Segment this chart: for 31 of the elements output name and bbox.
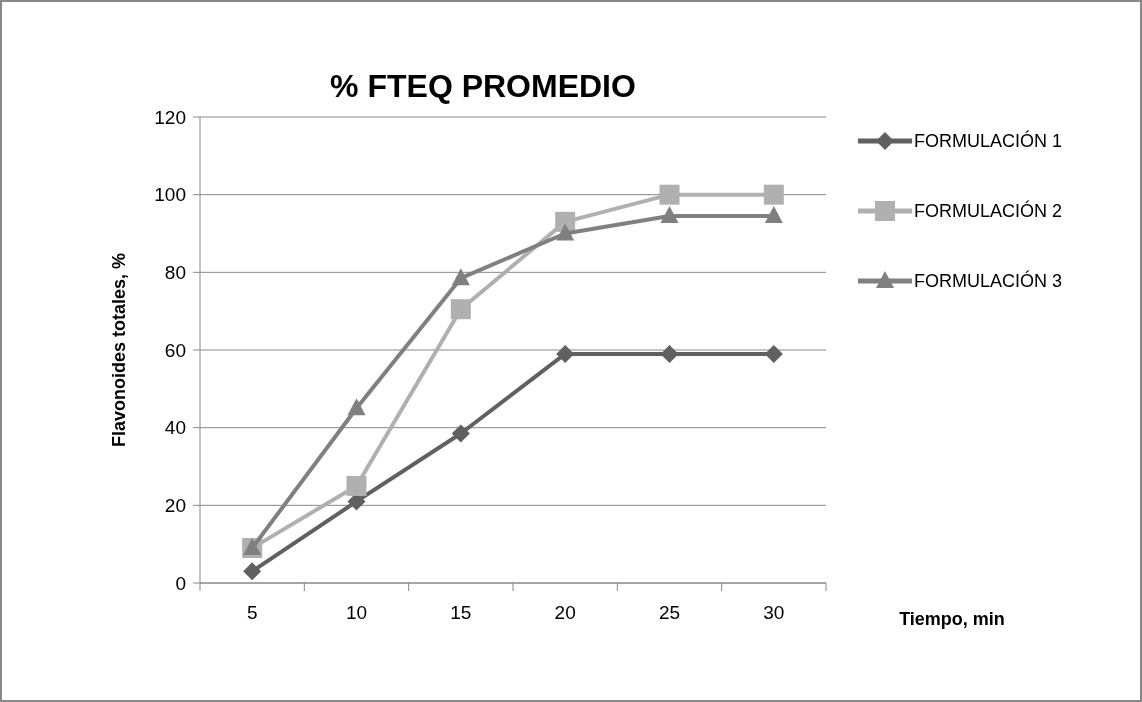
y-tick-label: 80 (164, 261, 186, 283)
y-axis-title: Flavonoides totales, % (109, 252, 129, 448)
point (764, 206, 783, 224)
x-tick-label: 10 (345, 602, 368, 623)
point (659, 184, 680, 205)
point (556, 223, 575, 241)
chart-title: % FTEQ PROMEDIO (330, 68, 636, 104)
legend-label: FORMULACIÓN 2 (914, 200, 1063, 222)
legend-label: FORMULACIÓN 3 (914, 270, 1063, 292)
point (243, 562, 262, 581)
point (660, 344, 679, 363)
point (347, 398, 366, 416)
y-tick-label: 0 (175, 572, 186, 594)
x-axis-title: Tiempo, min (899, 609, 1005, 629)
y-tick-label: 60 (164, 339, 186, 361)
y-tick-label: 120 (154, 106, 186, 128)
y-tick-label: 20 (164, 494, 186, 516)
y-tick-label: 40 (164, 417, 186, 439)
point (763, 184, 784, 205)
point (451, 424, 470, 443)
x-tick-label: 5 (246, 602, 258, 623)
point (450, 299, 471, 320)
point (451, 268, 470, 286)
x-tick-label: 30 (763, 602, 785, 623)
point (660, 206, 679, 224)
x-tick-label: 25 (658, 602, 681, 623)
x-tick-label: 15 (450, 602, 472, 623)
point (346, 475, 367, 496)
y-tick-label: 100 (154, 184, 186, 206)
legend-label: FORMULACIÓN 1 (914, 130, 1063, 152)
x-tick-label: 20 (554, 602, 576, 623)
